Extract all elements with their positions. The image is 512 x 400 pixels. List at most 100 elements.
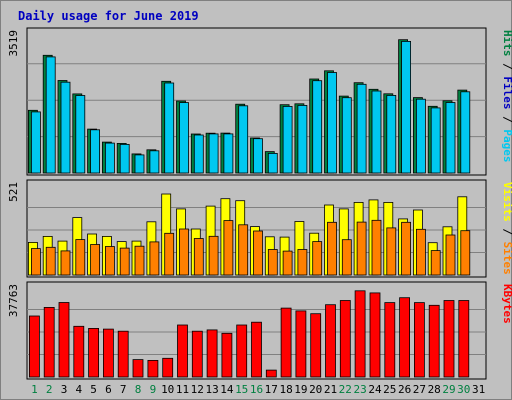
x-tick-label: 29 [442,383,455,396]
bar-kbytes-day-5 [88,327,99,378]
bar-sites-day-4 [75,239,86,276]
bar-kbytes-day-13 [206,329,218,378]
x-tick-label: 26 [398,383,411,396]
bar-sites-day-18 [282,250,293,276]
bar-kbytes-day-6 [103,328,114,378]
x-tick-label: 11 [176,383,189,396]
x-tick-label: 21 [324,383,337,396]
bar-kbytes-day-14 [221,332,233,378]
bar-kbytes-day-7 [117,330,129,378]
bar-kbytes-day-4 [73,325,85,378]
bar-kbytes-day-10 [162,357,174,378]
bar-kbytes-day-9 [147,359,159,378]
x-tick-label: 30 [457,383,470,396]
bar-sites-day-6 [105,246,115,276]
bar-sites-day-30 [460,230,471,276]
bar-sites-day-7 [119,247,130,276]
x-tick-label: 27 [413,383,426,396]
bar-files-day-13 [208,133,219,174]
bar-files-day-18 [282,106,293,174]
x-tick-label: 14 [220,383,234,396]
bar-sites-day-8 [134,245,145,276]
bar-files-day-28 [430,107,441,174]
x-tick-label: 6 [105,383,112,396]
bar-sites-day-12 [193,238,204,276]
bar-kbytes-day-17 [265,369,277,378]
bar-files-day-26 [401,41,412,174]
bar-sites-day-22 [341,239,352,276]
bar-kbytes-day-29 [443,300,455,378]
x-tick-label: 31 [472,383,485,396]
y-axis-max-label: 37763 [7,284,20,317]
bar-kbytes-day-3 [58,302,70,378]
bar-files-day-6 [105,142,115,174]
bar-files-day-2 [45,56,56,174]
legend-visits: Visits / Sites [501,182,512,275]
bar-files-day-27 [415,98,426,174]
x-tick-label: 10 [161,383,174,396]
panel-kbytes: 37763 KBytes [7,281,512,380]
legend-kbytes: KBytes [501,284,512,324]
x-tick-label: 4 [75,383,82,396]
bar-sites-day-11 [179,228,189,276]
bar-files-day-24 [371,90,382,174]
bar-sites-day-9 [149,241,160,276]
bar-kbytes-day-23 [354,290,366,378]
bar-sites-day-26 [401,221,412,276]
legend-entry-pages: Pages [501,129,512,162]
bar-kbytes-day-15 [236,324,248,378]
bar-files-day-15 [238,105,249,174]
bar-files-day-29 [445,102,456,174]
legend-entry-sites: Sites [501,242,512,275]
legend-entry-files: Files [501,76,512,109]
bar-sites-day-3 [60,250,71,276]
legend-entry-hits: Hits [501,30,512,57]
x-axis-tick-labels: 1 2 3 4 5 6 7 8 9 10 11 12 13 14 15 16 17 18 19 20 21 22 23 24 2… [31,383,485,396]
bar-files-day-1 [30,111,41,174]
bar-sites-day-27 [415,228,426,276]
bar-kbytes-day-24 [369,292,381,378]
bar-files-day-5 [90,129,100,174]
panel-hits: 3519 Hits / Files / Pages [7,27,512,176]
bar-files-day-16 [253,138,263,174]
bar-files-day-22 [341,97,352,174]
x-tick-label: 19 [294,383,307,396]
bar-kbytes-day-30 [458,300,470,378]
x-tick-label: 18 [279,383,292,396]
x-tick-label: 25 [383,383,396,396]
bar-kbytes-day-2 [43,306,55,378]
bar-files-day-12 [193,134,204,174]
x-tick-label: 3 [61,383,68,396]
legend-separator: / [501,222,512,242]
bar-files-day-25 [386,95,397,174]
bar-files-day-3 [60,81,71,174]
x-tick-label: 13 [205,383,218,396]
x-tick-label: 17 [265,383,278,396]
bar-kbytes-day-16 [251,321,262,378]
x-tick-label: 9 [150,383,157,396]
chart-title: Daily usage for June 2019 [18,9,199,23]
bar-sites-day-19 [297,249,308,276]
bar-sites-day-16 [253,230,263,276]
x-tick-label: 8 [135,383,142,396]
bar-sites-day-29 [445,234,456,276]
bar-kbytes-day-12 [191,330,203,378]
bar-sites-day-24 [371,219,382,276]
bar-files-day-30 [460,91,471,174]
bar-files-day-4 [75,95,86,174]
bar-files-day-10 [164,82,175,174]
x-tick-label: 16 [250,383,263,396]
x-tick-label: 5 [90,383,97,396]
bar-files-day-9 [149,150,160,174]
x-tick-label: 1 [31,383,38,396]
x-tick-label: 20 [309,383,322,396]
bar-kbytes-day-19 [295,310,307,378]
bar-files-day-21 [327,72,337,174]
panel-visits: 521 Visits / Sites [7,179,512,278]
bar-sites-day-10 [164,232,175,276]
x-tick-label: 24 [368,383,382,396]
bar-kbytes-day-11 [177,324,188,378]
x-tick-label: 2 [46,383,53,396]
bar-files-day-19 [297,105,308,174]
